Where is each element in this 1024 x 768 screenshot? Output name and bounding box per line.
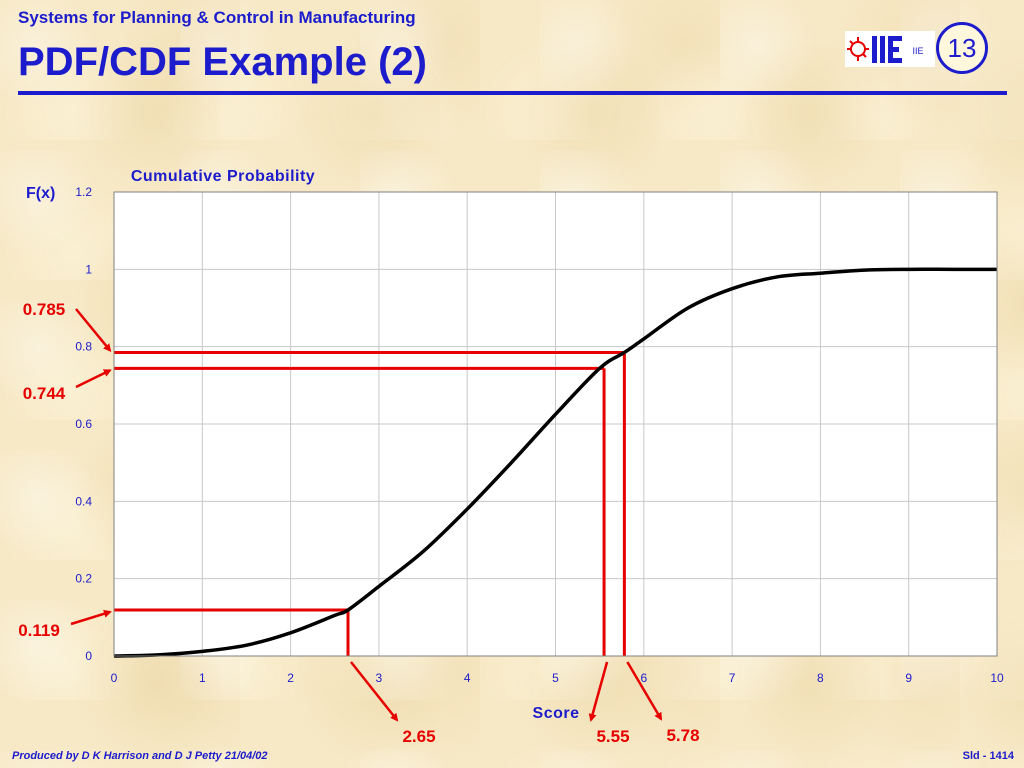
y-value-callout: 0.119 — [18, 621, 60, 640]
reference-lines — [114, 350, 626, 656]
chart-title: Cumulative Probability — [131, 168, 315, 185]
x-tick-label: 9 — [905, 671, 912, 685]
slide-number-badge: 13 — [936, 22, 988, 74]
y-tick-label: 0.6 — [75, 417, 92, 431]
y-axis-label: F(x) — [26, 185, 55, 202]
x-axis-label: Score — [533, 705, 580, 722]
x-callout-arrow — [588, 661, 609, 722]
x-tick-label: 6 — [640, 671, 647, 685]
x-tick-label: 2 — [287, 671, 294, 685]
y-callout-arrow — [70, 609, 112, 626]
y-tick-label: 1.2 — [75, 185, 92, 199]
x-tick-label: 8 — [817, 671, 824, 685]
annotation-callouts: 0.119 2.65 0.744 5.55 0.785 5.78 — [18, 300, 699, 746]
y-tick-label: 0.8 — [75, 340, 92, 354]
x-tick-label: 10 — [990, 671, 1004, 685]
iie-logo: IIE — [845, 31, 935, 67]
x-tick-label: 4 — [464, 671, 471, 685]
title-underline — [18, 91, 1007, 95]
x-callout-arrow — [626, 661, 663, 721]
y-tick-label: 0.4 — [75, 494, 92, 508]
y-tick-label: 0.2 — [75, 572, 92, 586]
footer-credit: Produced by D K Harrison and D J Petty 2… — [12, 750, 268, 762]
y-tick-label: 1 — [85, 262, 92, 276]
y-callout-arrow — [75, 308, 112, 353]
y-tick-label: 0 — [85, 649, 92, 663]
footer-slide-id: Sld - 1414 — [962, 750, 1014, 762]
x-tick-label: 1 — [199, 671, 206, 685]
x-tick-label: 0 — [111, 671, 118, 685]
cdf-curve — [113, 267, 997, 658]
x-value-callout: 5.78 — [666, 726, 699, 745]
logo-text: IIE — [912, 46, 923, 56]
x-tick-label: 7 — [729, 671, 736, 685]
gear-icon — [847, 37, 869, 61]
course-subtitle: Systems for Planning & Control in Manufa… — [18, 8, 416, 27]
slide-title: PDF/CDF Example (2) — [18, 40, 427, 84]
x-value-callout: 5.55 — [596, 727, 629, 746]
x-tick-label: 3 — [376, 671, 383, 685]
y-callout-arrow — [75, 369, 112, 389]
x-callout-arrow — [350, 661, 399, 722]
tick-labels: 0 1 2 3 4 5 6 7 8 9 10 0 0.2 0.4 0.6 0.8 1 1.2 — [75, 185, 1004, 685]
y-value-callout: 0.744 — [23, 384, 66, 403]
plot-frame — [113, 191, 998, 657]
x-tick-label: 5 — [552, 671, 559, 685]
y-value-callout: 0.785 — [23, 300, 66, 319]
x-value-callout: 2.65 — [402, 727, 435, 746]
